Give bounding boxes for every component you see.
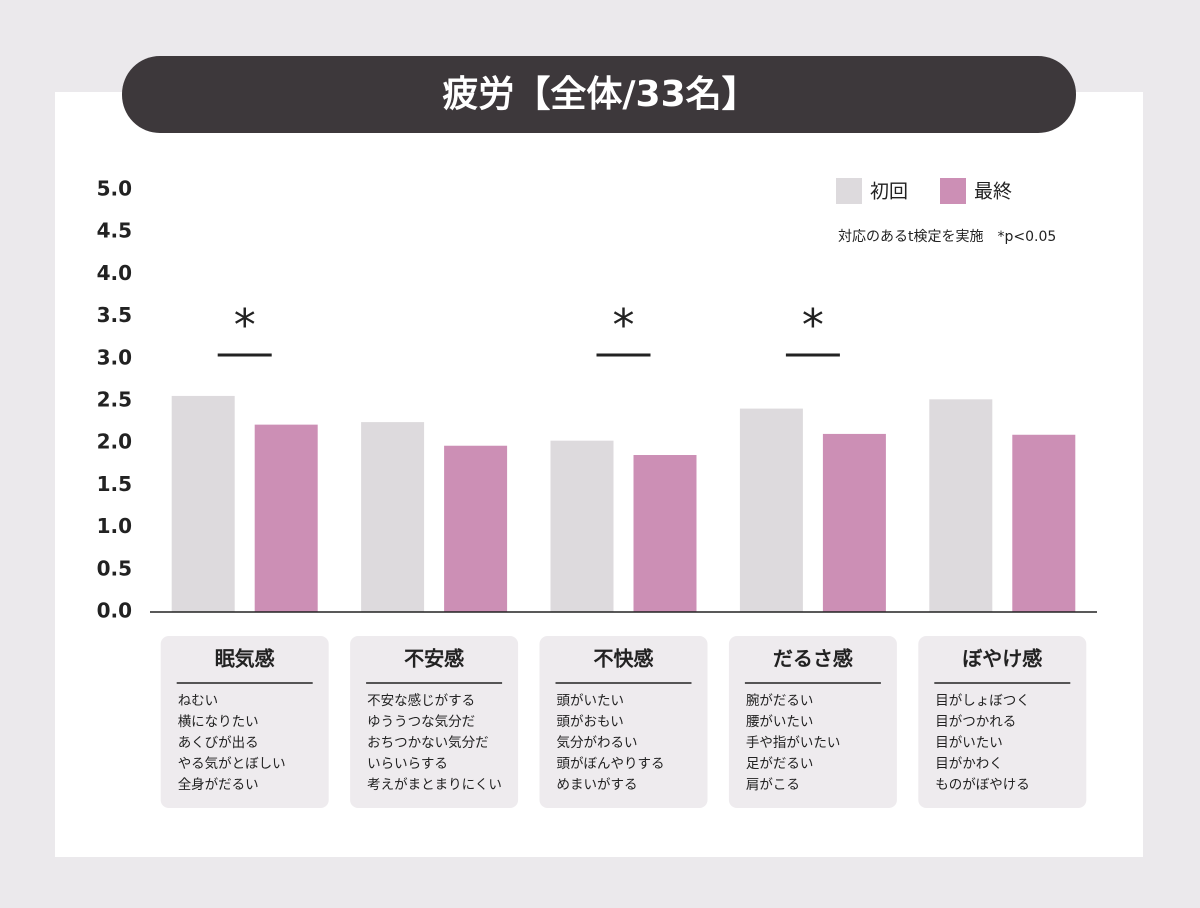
category-box <box>160 636 329 808</box>
symptom: ものがぼやける <box>935 777 1030 793</box>
y-tick-label: 2.5 <box>97 388 132 412</box>
y-tick-label: 3.5 <box>97 303 132 327</box>
symptom: やる気がとぼしい <box>178 756 286 772</box>
bar <box>550 440 614 612</box>
symptom: 目がしょぼつく <box>935 693 1030 709</box>
symptom: 全身がだるい <box>178 777 259 793</box>
bar <box>254 424 318 612</box>
symptom: 足がだるい <box>746 756 814 772</box>
legend-swatch <box>836 178 862 204</box>
symptom: めまいがする <box>557 777 638 793</box>
symptom: 腕がだるい <box>746 693 814 709</box>
significance-mark: * <box>802 300 824 351</box>
y-tick-label: 2.0 <box>97 430 132 454</box>
note: 対応のあるt検定を実施 *p<0.05 <box>838 229 1056 245</box>
x-tick-label: 不快感 <box>594 647 654 671</box>
legend-label: 最終 <box>974 181 1012 203</box>
chart-title: 疲労【全体/33名】 <box>442 74 757 115</box>
y-tick-label: 4.5 <box>97 219 132 243</box>
category-box <box>728 636 897 808</box>
symptom: 頭がいたい <box>557 693 625 709</box>
title-pill <box>122 56 1076 133</box>
symptom: ゆううつな気分だ <box>367 714 475 730</box>
y-tick-label: 4.0 <box>97 261 132 285</box>
symptom: 気分がわるい <box>557 735 638 751</box>
bar <box>739 408 803 612</box>
y-tick-label: 0.5 <box>97 556 132 580</box>
symptom: 肩がこる <box>746 777 800 793</box>
symptom: ねむい <box>178 693 219 709</box>
bar <box>1012 434 1076 612</box>
x-tick-label: 眠気感 <box>215 647 275 671</box>
bar <box>633 455 697 612</box>
significance-mark: * <box>613 300 635 351</box>
symptom: 横になりたい <box>178 714 259 730</box>
symptom: 腰がいたい <box>746 714 814 730</box>
y-tick-label: 0.0 <box>97 599 132 623</box>
legend-label: 初回 <box>870 181 908 203</box>
bar <box>361 422 425 612</box>
legend-swatch <box>940 178 966 204</box>
symptom: 不安な感じがする <box>367 692 475 709</box>
symptom: 頭がおもい <box>557 714 624 730</box>
symptom: あくびが出る <box>178 735 259 751</box>
y-tick-label: 1.0 <box>97 514 132 538</box>
symptom: 目がかわく <box>935 756 1003 772</box>
significance-mark: * <box>234 300 256 351</box>
x-tick-label: ぼやけ感 <box>962 647 1042 671</box>
bar <box>444 445 508 612</box>
category-box <box>539 636 708 808</box>
bar <box>929 399 993 612</box>
symptom: 手や指がいたい <box>746 735 841 751</box>
symptom: 考えがまとまりにくい <box>367 777 502 793</box>
symptom: 目がつかれる <box>935 714 1016 730</box>
y-tick-label: 1.5 <box>97 472 132 496</box>
bar <box>822 433 886 612</box>
bar <box>171 395 235 612</box>
symptom: いらいらする <box>367 756 448 772</box>
category-box <box>350 636 519 808</box>
symptom: 目がいたい <box>935 735 1003 751</box>
x-tick-label: 不安感 <box>404 647 464 671</box>
symptom: 頭がぼんやりする <box>557 756 665 772</box>
category-box <box>918 636 1087 808</box>
x-tick-label: だるさ感 <box>773 647 853 671</box>
y-tick-label: 5.0 <box>97 177 132 201</box>
y-tick-label: 3.0 <box>97 345 132 369</box>
symptom: おちつかない気分だ <box>367 735 489 751</box>
